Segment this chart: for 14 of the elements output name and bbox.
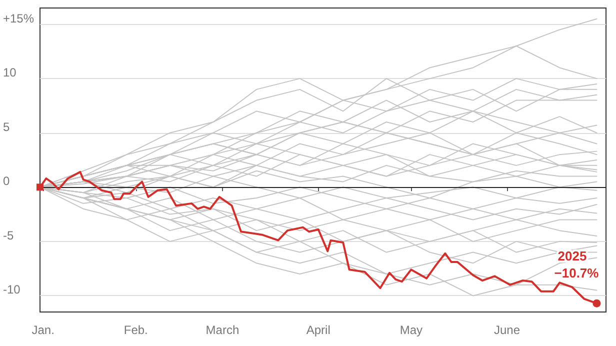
x-tick-label: Jan. <box>32 323 54 337</box>
y-tick-label: 5 <box>3 120 10 134</box>
x-tick-label: April <box>306 323 330 337</box>
x-tick-label: June <box>494 323 520 337</box>
series-label: 2025 <box>558 248 587 264</box>
y-tick-label: -10 <box>3 282 21 297</box>
y-tick-label: 0 <box>3 174 10 188</box>
x-tick-label: March <box>206 323 240 337</box>
y-tick-label: -5 <box>3 228 14 242</box>
y-tick-label: +15% <box>3 11 34 26</box>
x-tick-label: May <box>400 323 422 337</box>
y-tick-label: 10 <box>3 66 17 80</box>
x-tick-label: Feb. <box>124 323 148 337</box>
annotation: −10.7% <box>554 265 600 280</box>
